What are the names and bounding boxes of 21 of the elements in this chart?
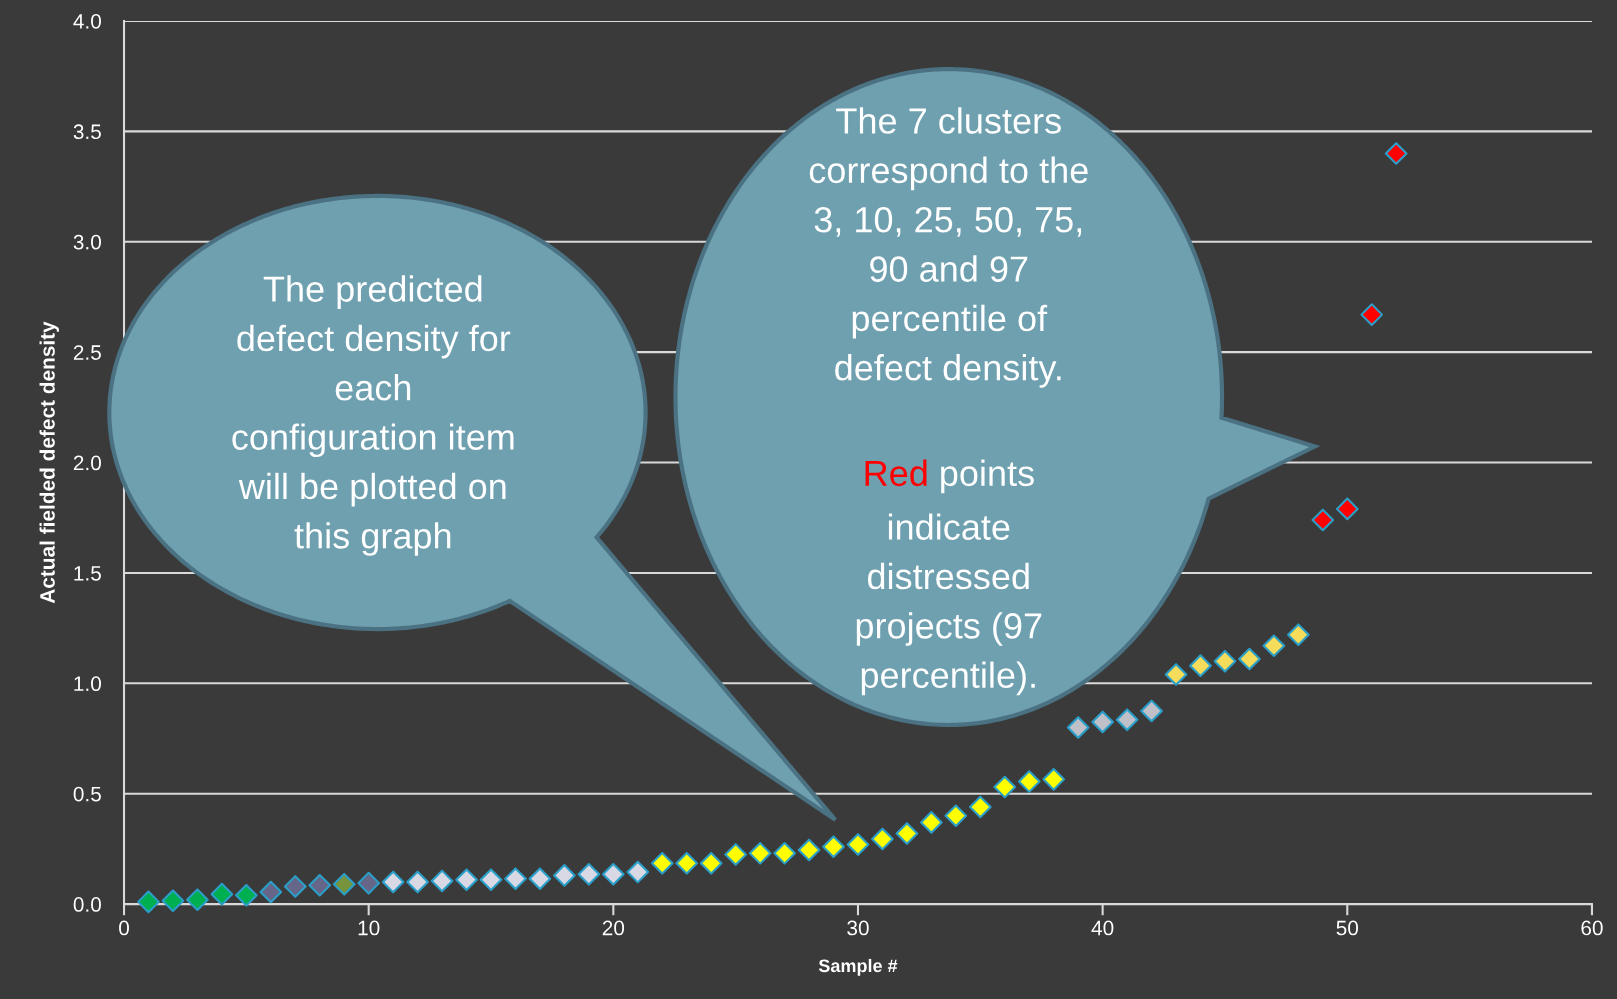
x-tick-label: 40 <box>1091 920 1114 936</box>
annotation: Red points indicate distressed projects (97 percentile). <box>856 459 1042 696</box>
y-tick-label: 1.5 <box>74 566 101 581</box>
x-tick-label: 20 <box>602 920 625 936</box>
y-tick-label: 1.0 <box>74 676 101 692</box>
x-tick-label: 50 <box>1336 920 1359 936</box>
x-tick-label: 0 <box>119 920 129 936</box>
x-tick-label: 60 <box>1581 920 1603 936</box>
y-tick-label: 0.0 <box>73 897 101 912</box>
annotation: The 7 clusters correspond to the 3, 10, 25, 50, 75, 90 and 97 percentile of defect density. <box>809 107 1088 388</box>
x-axis-title: Sample # <box>818 958 898 976</box>
annotation: The predicted defect density for each configuration item will be plotted on this graph <box>232 275 514 556</box>
y-tick-label: 3.5 <box>73 124 101 140</box>
y-tick-label: 4.0 <box>73 13 101 29</box>
x-tick-label: 10 <box>358 920 380 936</box>
y-tick-label: 0.5 <box>73 786 101 802</box>
y-axis-title: Actual fielded defect density <box>39 321 59 604</box>
y-tick-label: 2.5 <box>73 345 101 360</box>
y-tick-label: 3.0 <box>73 234 101 250</box>
x-tick-label: 30 <box>847 920 869 936</box>
y-tick-label: 2.0 <box>73 455 101 471</box>
